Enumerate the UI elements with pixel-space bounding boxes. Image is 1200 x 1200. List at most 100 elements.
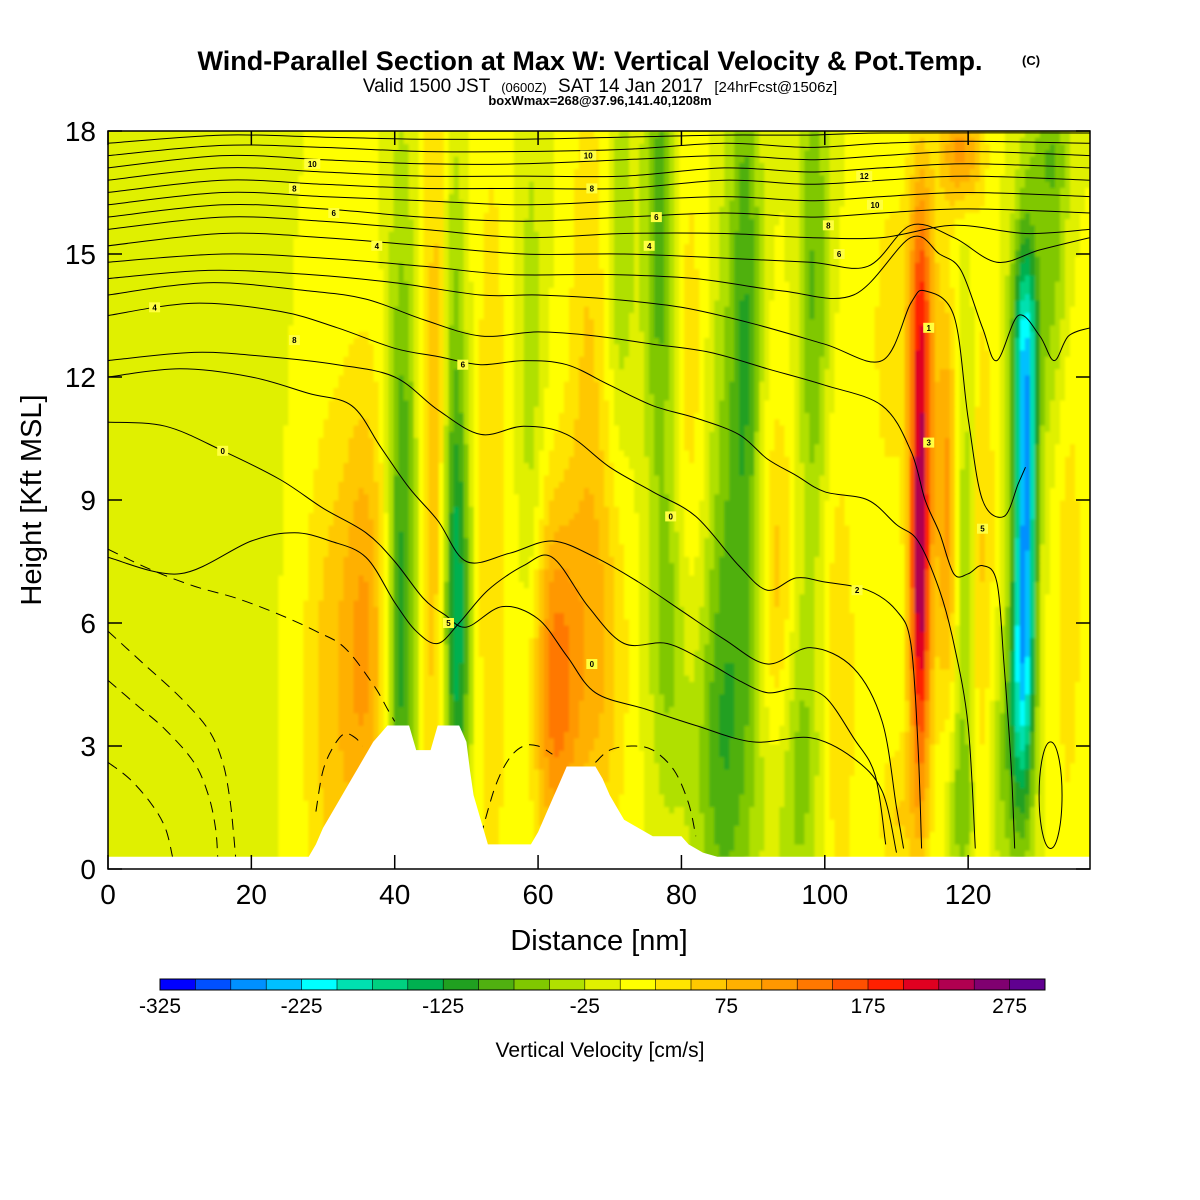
field-cell (143, 775, 149, 783)
field-cell (994, 737, 1001, 745)
field-cell (884, 781, 891, 789)
field-cell (1044, 800, 1051, 808)
field-cell (183, 718, 189, 726)
field-cell (253, 831, 259, 839)
field-cell (1009, 743, 1016, 751)
field-cell (934, 725, 941, 732)
field-cell (278, 718, 284, 726)
field-cell (994, 843, 1001, 851)
field-cell (839, 812, 846, 820)
field-cell (123, 818, 129, 826)
field-cell (799, 793, 806, 801)
field-cell (729, 843, 735, 851)
field-cell (824, 737, 831, 745)
field-cell (283, 756, 289, 764)
field-cell (338, 768, 345, 776)
field-cell (123, 750, 129, 758)
field-cell (108, 837, 114, 845)
field-cell (263, 725, 269, 732)
field-cell (699, 737, 705, 745)
field-cell (508, 706, 515, 714)
field-cell (934, 737, 941, 745)
field-cell (498, 825, 505, 833)
field-cell (493, 731, 500, 739)
field-cell (278, 850, 284, 858)
field-cell (498, 787, 505, 795)
field-cell (323, 706, 330, 714)
field-cell (949, 812, 956, 820)
field-cell (824, 781, 831, 789)
field-cell (899, 743, 906, 751)
field-cell (789, 756, 795, 764)
field-cell (929, 725, 936, 732)
field-cell (288, 725, 294, 732)
field-cell (213, 787, 219, 795)
field-cell (238, 793, 244, 801)
field-cell (964, 800, 971, 808)
field-cell (508, 718, 515, 726)
field-cell (704, 756, 710, 764)
field-cell (644, 800, 650, 808)
field-cell (639, 718, 645, 726)
field-cell (919, 718, 926, 726)
field-cell (263, 731, 269, 739)
field-cell (679, 731, 685, 739)
field-cell (548, 731, 555, 739)
field-cell (979, 718, 986, 726)
field-cell (974, 737, 981, 745)
field-cell (809, 737, 816, 745)
field-cell (558, 725, 565, 732)
field-cell (839, 731, 846, 739)
field-cell (128, 831, 134, 839)
field-cell (889, 737, 896, 745)
field-cell (794, 812, 801, 820)
field-cell (308, 731, 315, 739)
field-cell (208, 768, 214, 776)
field-cell (659, 787, 665, 795)
field-cell (959, 762, 966, 770)
field-cell (268, 818, 274, 826)
field-cell (639, 743, 645, 751)
field-cell (1049, 825, 1056, 833)
field-cell (278, 800, 284, 808)
field-cell (989, 825, 996, 833)
field-cell (649, 812, 655, 820)
field-cell (508, 725, 515, 732)
field-cell (308, 725, 315, 732)
field-cell (1014, 831, 1021, 839)
field-cell (128, 806, 134, 814)
field-cell (353, 712, 360, 720)
field-cell (198, 762, 204, 770)
field-cell (133, 775, 139, 783)
field-cell (914, 812, 921, 820)
field-cell (784, 806, 790, 814)
field-cell (543, 706, 550, 714)
field-cell (899, 850, 906, 858)
field-cell (593, 737, 600, 745)
field-cell (1029, 787, 1036, 795)
field-cell (263, 831, 269, 839)
field-cell (108, 843, 114, 851)
field-cell (208, 756, 214, 764)
field-cell (333, 725, 340, 732)
field-cell (949, 781, 956, 789)
field-cell (243, 831, 249, 839)
field-cell (794, 768, 801, 776)
field-cell (699, 818, 705, 826)
field-cell (1004, 850, 1011, 858)
field-cell (233, 762, 239, 770)
field-cell (944, 718, 951, 726)
field-cell (979, 768, 986, 776)
field-cell (328, 756, 335, 764)
field-cell (228, 831, 234, 839)
field-cell (649, 762, 655, 770)
field-cell (248, 731, 254, 739)
field-cell (178, 850, 184, 858)
field-cell (929, 800, 936, 808)
field-cell (583, 731, 590, 739)
field-cell (679, 806, 685, 814)
field-cell (303, 756, 310, 764)
field-cell (123, 781, 129, 789)
field-cell (729, 750, 735, 758)
field-cell (513, 825, 520, 833)
